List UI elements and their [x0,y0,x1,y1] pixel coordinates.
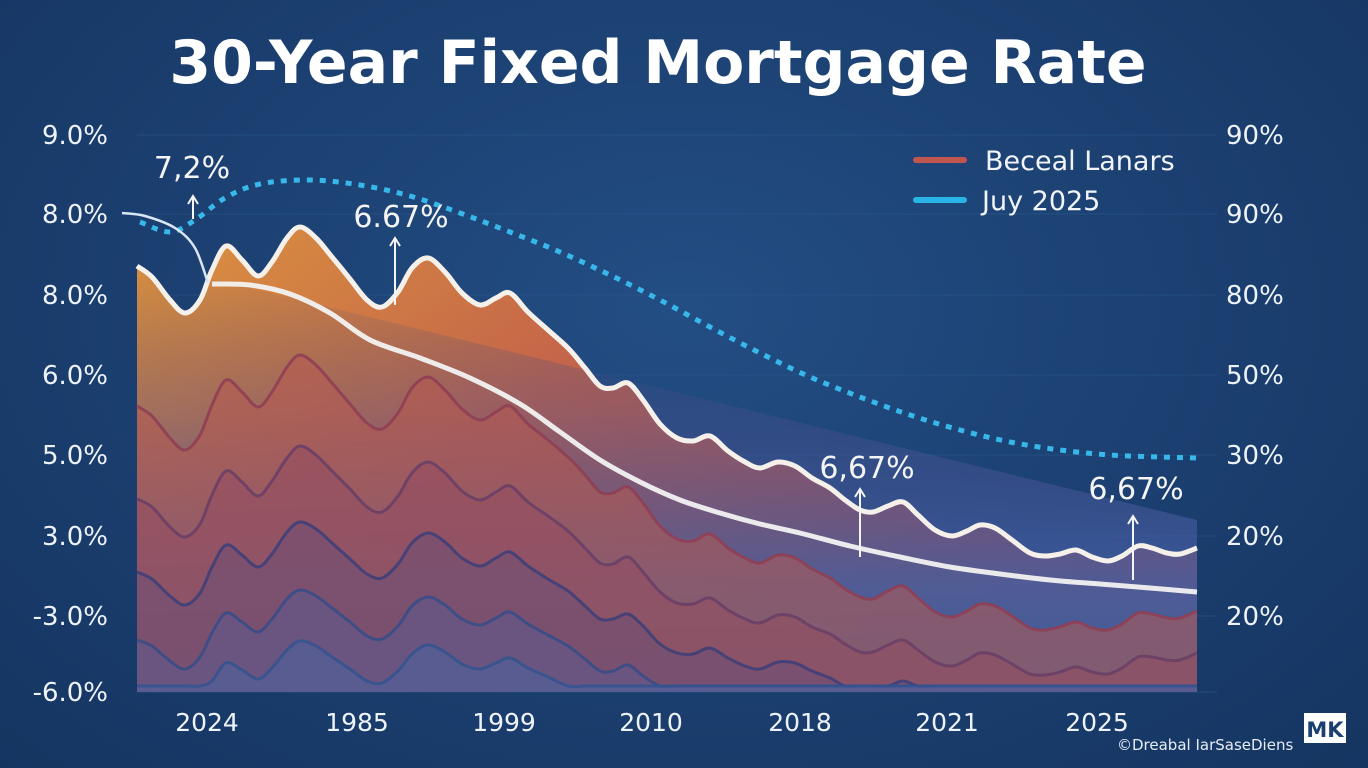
y-axis-right: 90% 90% 80% 50% 30% 20% 20% [1226,121,1284,632]
area-band-line [136,353,1198,632]
y-tick-label: -3.0% [33,602,108,632]
y-tick-label: 9.0% [42,121,108,151]
legend-label-2: Juy 2025 [980,186,1100,217]
annotation-arrowhead [1127,514,1139,525]
annotation-layer: 7,2% 6.67% 6,67% 6,67% [154,151,1184,580]
logo-text: MK [1306,718,1344,742]
x-tick-label: 2018 [768,708,832,737]
x-tick-label: 1985 [325,708,389,737]
y-tick-label: 8.0% [42,281,108,311]
y-tick-label: 6.0% [42,361,108,391]
y2-tick-label: 30% [1226,441,1284,471]
annotation-label: 6,67% [1088,472,1183,507]
line-layer [121,177,1198,595]
annotation-label: 6.67% [353,200,448,235]
dotted-series-line [139,177,1198,461]
legend: Beceal Lanars Juy 2025 [913,146,1175,217]
trend-line [211,281,1198,595]
logo: MK [1304,713,1346,743]
y2-tick-label: 20% [1226,522,1284,552]
y-tick-label: 5.0% [42,441,108,471]
annotation-arrowhead [187,194,199,205]
y-axis-left: 9.0% 8.0% 8.0% 6.0% 5.0% 3.0% -3.0% -6.0% [33,121,108,708]
y-tick-label: 8.0% [42,200,108,230]
y2-tick-label: 90% [1226,200,1284,230]
legend-label-1: Beceal Lanars [985,146,1175,177]
y-tick-label: 3.0% [42,522,108,552]
area-band-line [136,444,1198,677]
early-segment-line [121,211,210,284]
x-tick-label: 2025 [1065,708,1129,737]
x-tick-label: 2010 [619,708,683,737]
y2-tick-label: 50% [1226,361,1284,391]
y2-tick-label: 90% [1226,121,1284,151]
x-tick-label: 1999 [472,708,536,737]
area-band [137,640,1197,692]
credit-text: ©Dreabal IarSaseDiens [1117,736,1293,754]
logo-box [1304,713,1346,743]
area-layer [136,227,1198,692]
main-area-outline [135,224,1198,564]
annotation-label: 6,67% [819,451,914,486]
y2-tick-label: 20% [1226,602,1284,632]
annotation-arrowhead [854,487,866,498]
x-axis: 2024 1985 1999 2010 2018 2021 2025 [175,708,1129,737]
area-band-line [137,639,1197,689]
chart-title: 30-Year Fixed Mortgage Rate [169,28,1146,98]
x-tick-label: 2024 [175,708,239,737]
x-tick-label: 2021 [915,708,979,737]
y2-tick-label: 80% [1226,281,1284,311]
y-tick-label: -6.0% [33,678,108,708]
annotation-arrowhead [389,236,401,247]
annotation-label: 7,2% [154,151,230,186]
